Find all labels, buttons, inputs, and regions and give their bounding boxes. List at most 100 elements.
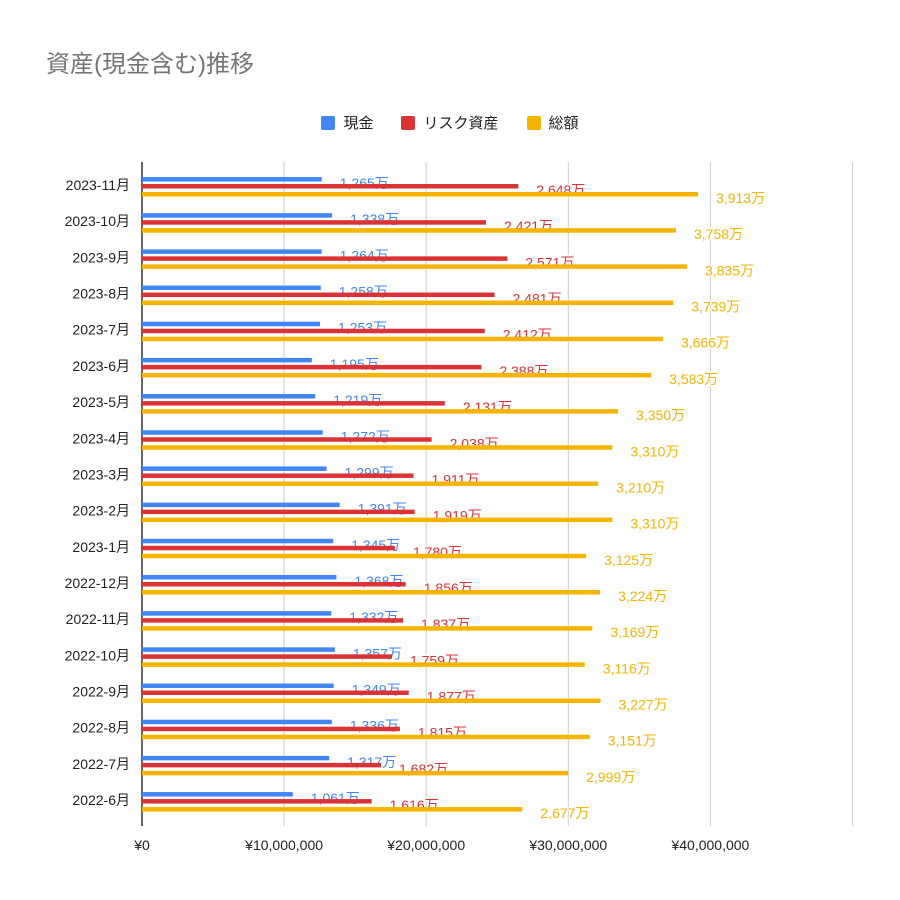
data-label: 1,258万 <box>339 284 388 300</box>
bar <box>142 726 400 732</box>
y-tick-label: 2023-7月 <box>72 322 130 338</box>
x-tick-label: ¥40,000,000 <box>670 837 749 853</box>
bar <box>142 690 409 696</box>
y-tick-label: 2023-4月 <box>72 430 130 446</box>
data-label: 3,224万 <box>618 588 667 604</box>
bar <box>142 192 699 197</box>
data-label: 1,061万 <box>311 790 360 806</box>
data-label: 3,758万 <box>694 226 743 242</box>
bar <box>142 430 323 435</box>
bar <box>142 618 404 623</box>
y-tick-label: 2022-10月 <box>65 647 130 663</box>
data-label: 3,913万 <box>716 190 765 206</box>
bar <box>142 228 677 233</box>
bar <box>142 647 335 652</box>
x-tick-label: ¥0 <box>133 837 150 853</box>
bar <box>142 517 613 523</box>
y-tick-label: 2023-3月 <box>72 466 130 482</box>
bar <box>142 502 340 508</box>
bar <box>142 466 327 471</box>
y-tick-label: 2023-6月 <box>72 358 130 374</box>
bar <box>142 755 330 761</box>
data-label: 1,349万 <box>352 682 401 698</box>
y-tick-label: 2022-11月 <box>66 611 130 627</box>
bar <box>142 799 372 804</box>
bar <box>142 249 322 254</box>
y-tick-label: 2023-9月 <box>72 249 130 265</box>
legend-item-total[interactable]: 総額 <box>526 112 579 133</box>
data-label: 3,739万 <box>691 299 740 315</box>
bar <box>142 445 613 450</box>
bar <box>142 357 312 363</box>
data-label: 3,210万 <box>616 479 665 495</box>
data-label: 3,169万 <box>610 624 659 640</box>
data-label: 3,835万 <box>705 262 754 278</box>
chart-title: 資産(現金含む)推移 <box>46 51 254 78</box>
data-label: 1,332万 <box>349 609 398 625</box>
data-label: 3,310万 <box>630 443 679 459</box>
bar <box>142 698 601 704</box>
y-tick-label: 2022-8月 <box>72 720 130 736</box>
data-label: 1,219万 <box>333 392 382 408</box>
data-label: 1,345万 <box>351 537 400 553</box>
bar <box>142 538 334 544</box>
y-tick-label: 2022-7月 <box>72 756 130 772</box>
data-label: 3,666万 <box>681 335 730 351</box>
bar <box>142 473 414 478</box>
bar <box>142 184 519 189</box>
y-tick-label: 2023-10月 <box>65 213 130 229</box>
legend-label: 現金 <box>343 115 374 132</box>
legend-item-risk-assets[interactable]: リスク資産 <box>401 112 499 133</box>
data-label: 1,264万 <box>340 247 389 263</box>
bar <box>142 364 482 370</box>
legend-label: 総額 <box>548 115 579 132</box>
bar <box>142 394 316 399</box>
bar <box>142 574 337 580</box>
bar <box>142 770 569 776</box>
bar <box>142 553 587 559</box>
data-label: 1,357万 <box>353 645 402 661</box>
data-label: 1,195万 <box>330 356 379 372</box>
bar <box>142 611 332 616</box>
bar <box>142 256 508 261</box>
bar <box>142 300 674 306</box>
bar <box>142 734 590 740</box>
data-label: 3,583万 <box>669 371 718 387</box>
bar <box>142 213 333 218</box>
data-label: 3,125万 <box>604 552 653 568</box>
bar <box>142 481 599 486</box>
data-label: 1,368万 <box>354 573 403 589</box>
bar <box>142 626 593 631</box>
data-label: 1,338万 <box>350 211 399 227</box>
bar <box>142 545 395 551</box>
bar <box>142 807 523 812</box>
x-tick-label: ¥30,000,000 <box>528 837 607 853</box>
bar <box>142 437 432 442</box>
bar <box>142 321 321 327</box>
data-label: 2,999万 <box>586 769 635 785</box>
bar <box>142 264 687 269</box>
bar <box>142 662 585 667</box>
y-tick-label: 2023-8月 <box>72 286 130 302</box>
y-tick-label: 2022-6月 <box>72 792 130 808</box>
x-tick-label: ¥20,000,000 <box>386 837 465 853</box>
data-label: 3,350万 <box>636 407 685 423</box>
y-tick-label: 2023-1月 <box>72 539 130 555</box>
y-tick-label: 2022-12月 <box>65 575 130 591</box>
bar <box>142 654 392 659</box>
bar <box>142 792 293 797</box>
data-label: 3,310万 <box>630 516 679 532</box>
data-label: 1,391万 <box>358 501 407 517</box>
bar <box>142 328 485 334</box>
data-label: 3,151万 <box>608 733 657 749</box>
legend-item-cash[interactable]: 現金 <box>321 112 373 133</box>
data-label: 3,227万 <box>619 697 668 713</box>
bar <box>142 285 321 291</box>
bar <box>142 719 332 725</box>
data-label: 1,272万 <box>341 428 390 444</box>
data-label: 1,253万 <box>338 320 387 336</box>
data-label: 1,317万 <box>347 754 396 770</box>
y-tick-label: 2023-2月 <box>72 503 130 519</box>
y-tick-label: 2023-5月 <box>72 394 130 410</box>
